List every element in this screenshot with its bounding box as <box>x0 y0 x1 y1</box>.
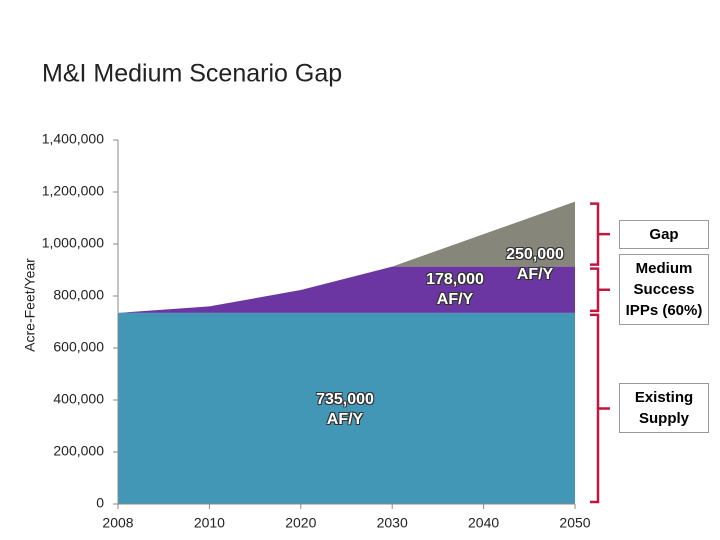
y-tick-label: 1,000,000 <box>42 235 104 251</box>
y-tick-label: 800,000 <box>53 287 104 303</box>
x-tick-label: 2040 <box>468 515 499 531</box>
annotation: 250,000 AF/Y <box>506 246 564 283</box>
legend-label: Existing Supply <box>619 383 709 434</box>
y-tick-label: 200,000 <box>53 443 104 459</box>
chart-title: M&I Medium Scenario Gap <box>42 60 342 88</box>
bracket <box>590 313 610 504</box>
bracket <box>590 267 610 313</box>
bracket <box>590 202 610 266</box>
y-tick-label: 400,000 <box>53 391 104 407</box>
area <box>118 201 575 313</box>
x-tick-label: 2020 <box>285 515 316 531</box>
y-tick-label: 600,000 <box>53 339 104 355</box>
x-tick-label: 2030 <box>377 515 408 531</box>
legend-label: Gap <box>619 219 709 249</box>
area <box>118 266 575 313</box>
y-tick-label: 0 <box>96 495 104 511</box>
x-tick-label: 2010 <box>194 515 225 531</box>
x-tick-label: 2050 <box>559 515 590 531</box>
annotation: 735,000 AF/Y <box>316 391 374 428</box>
x-tick-label: 2008 <box>102 515 133 531</box>
y-axis-label: Acre-Feet/Year <box>22 258 38 352</box>
annotation: 178,000 AF/Y <box>426 271 484 308</box>
y-tick-label: 1,400,000 <box>42 131 104 147</box>
area <box>118 312 575 504</box>
legend-label: Medium Success IPPs (60%) <box>619 254 709 326</box>
y-tick-label: 1,200,000 <box>42 183 104 199</box>
